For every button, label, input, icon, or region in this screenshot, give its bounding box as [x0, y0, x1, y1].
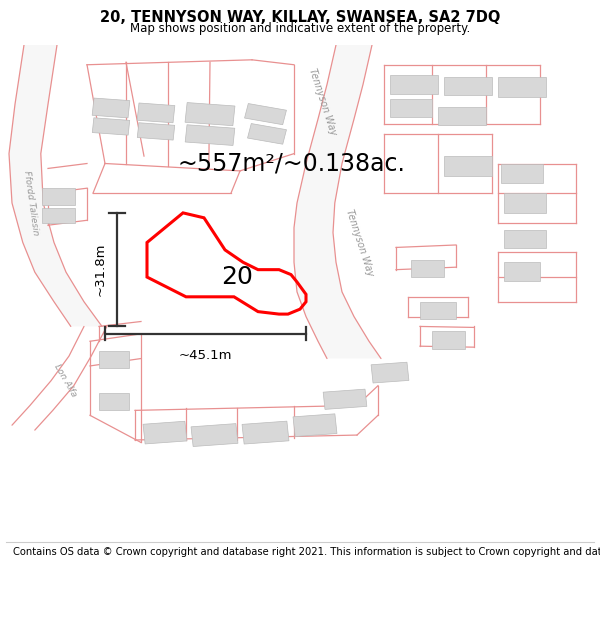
Polygon shape	[371, 362, 409, 383]
Polygon shape	[293, 414, 337, 436]
Polygon shape	[498, 77, 546, 97]
Polygon shape	[42, 188, 75, 206]
Text: 20, TENNYSON WAY, KILLAY, SWANSEA, SA2 7DQ: 20, TENNYSON WAY, KILLAY, SWANSEA, SA2 7…	[100, 10, 500, 25]
Polygon shape	[92, 118, 130, 135]
Polygon shape	[9, 45, 102, 326]
Polygon shape	[432, 331, 465, 349]
Polygon shape	[185, 102, 235, 126]
Polygon shape	[191, 424, 238, 446]
Polygon shape	[504, 230, 546, 248]
Polygon shape	[390, 99, 432, 117]
Polygon shape	[92, 98, 130, 118]
Polygon shape	[294, 45, 381, 359]
Text: Ffordd Taliesin: Ffordd Taliesin	[22, 170, 40, 236]
Text: Tennyson Way: Tennyson Way	[344, 208, 376, 278]
Polygon shape	[501, 164, 543, 183]
Polygon shape	[242, 421, 289, 444]
Polygon shape	[42, 208, 75, 222]
Polygon shape	[420, 302, 456, 319]
Polygon shape	[185, 125, 235, 146]
Polygon shape	[248, 124, 286, 144]
Text: ~45.1m: ~45.1m	[179, 349, 232, 362]
Polygon shape	[504, 193, 546, 213]
Text: ~557m²/~0.138ac.: ~557m²/~0.138ac.	[177, 151, 405, 176]
Polygon shape	[323, 389, 367, 409]
Polygon shape	[411, 260, 444, 277]
Polygon shape	[143, 421, 187, 444]
Polygon shape	[438, 107, 486, 125]
Text: ~31.8m: ~31.8m	[94, 243, 107, 296]
Text: Tennyson Way: Tennyson Way	[307, 67, 338, 137]
Text: Lon Alfa: Lon Alfa	[52, 362, 78, 399]
Polygon shape	[444, 156, 492, 176]
Polygon shape	[245, 104, 286, 125]
Polygon shape	[99, 393, 129, 411]
Polygon shape	[99, 351, 129, 368]
Polygon shape	[504, 262, 540, 281]
Polygon shape	[390, 74, 438, 94]
Polygon shape	[444, 77, 492, 96]
Text: Map shows position and indicative extent of the property.: Map shows position and indicative extent…	[130, 22, 470, 35]
Polygon shape	[137, 103, 175, 122]
Text: 20: 20	[221, 265, 253, 289]
Polygon shape	[137, 122, 175, 140]
Text: Contains OS data © Crown copyright and database right 2021. This information is : Contains OS data © Crown copyright and d…	[13, 548, 600, 558]
